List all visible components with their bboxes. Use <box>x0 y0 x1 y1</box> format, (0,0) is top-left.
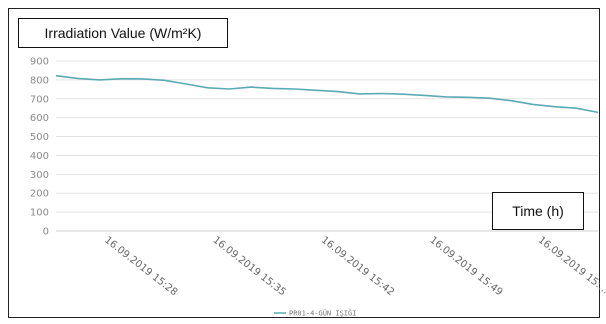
figure-frame <box>8 8 600 318</box>
x-axis-ticks: 16.09.2019 15:28 16.09.2019 15:35 16.09.20… <box>102 235 606 299</box>
series-line <box>55 74 599 114</box>
x-axis-title: Time (h) <box>492 192 584 230</box>
y-tick-label: 700 <box>30 94 49 105</box>
y-tick-label: 0 <box>43 227 49 238</box>
y-tick-label: 100 <box>30 208 49 219</box>
y-axis-title: Irradiation Value (W/m²K) <box>18 18 228 48</box>
y-tick-label: 200 <box>30 189 49 200</box>
y-tick-label: 600 <box>30 113 49 124</box>
legend: PR01-4-GÜN IŞIĞI <box>274 309 356 318</box>
y-axis-ticks: 0 100 200 300 400 500 600 700 800 900 <box>30 57 49 238</box>
x-tick-label: 16.09.2019 15:35 <box>211 235 288 299</box>
x-tick-label: 16.09.2019 15:… <box>536 235 606 297</box>
legend-label: PR01-4-GÜN IŞIĞI <box>289 309 356 318</box>
series-layer <box>55 74 599 114</box>
y-tick-label: 500 <box>30 132 49 143</box>
x-tick-label: 16.09.2019 15:28 <box>102 235 179 299</box>
x-tick-label: 16.09.2019 15:49 <box>427 235 504 299</box>
y-tick-label: 900 <box>30 57 49 68</box>
y-tick-label: 800 <box>30 75 49 86</box>
y-tick-label: 300 <box>30 170 49 181</box>
y-tick-label: 400 <box>30 151 49 162</box>
x-tick-label: 16.09.2019 15:42 <box>319 235 396 299</box>
